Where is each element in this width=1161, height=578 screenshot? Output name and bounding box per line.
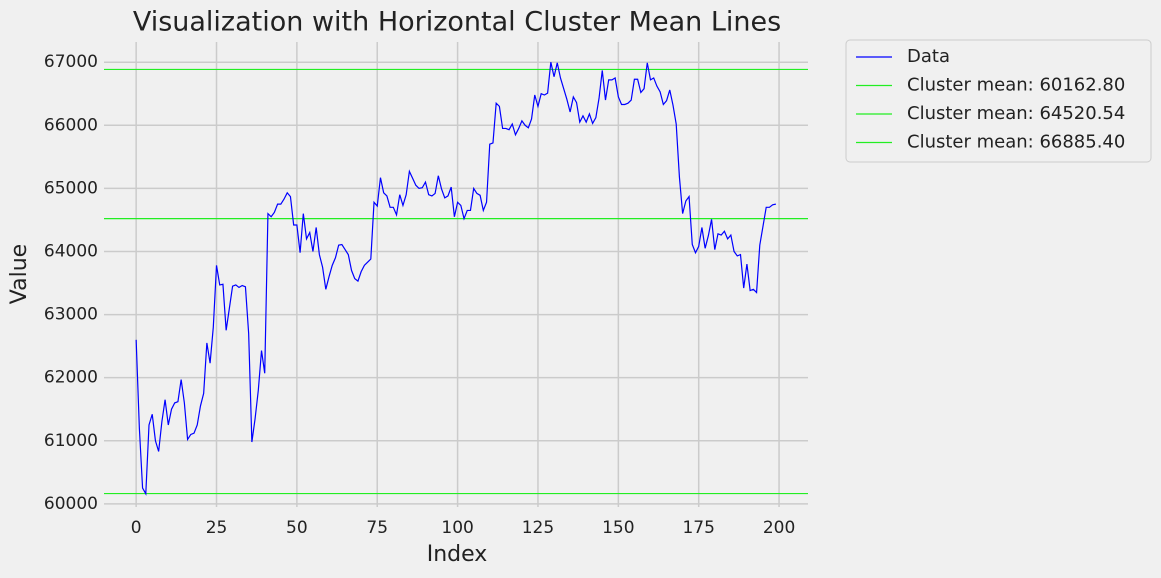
legend-label: Data — [907, 46, 950, 67]
legend-box — [845, 39, 1152, 163]
x-tick-label: 175 — [682, 518, 714, 538]
x-tick-label: 0 — [131, 518, 142, 538]
y-tick-label: 64000 — [44, 241, 98, 261]
chart-title: Visualization with Horizontal Cluster Me… — [133, 7, 781, 38]
legend-label: Cluster mean: 64520.54 — [907, 103, 1125, 124]
data-line — [135, 62, 776, 496]
legend-label: Cluster mean: 60162.80 — [907, 75, 1125, 96]
y-tick-label: 61000 — [44, 431, 98, 451]
x-axis-label: Index — [427, 542, 488, 567]
y-tick-label: 63000 — [44, 305, 98, 325]
y-tick-label: 62000 — [44, 368, 98, 388]
legend-label: Cluster mean: 66885.40 — [907, 132, 1125, 153]
x-tick-label: 200 — [763, 518, 795, 538]
x-tick-label: 25 — [206, 518, 228, 538]
y-tick-label: 66000 — [44, 115, 98, 135]
x-tick-label: 125 — [522, 518, 554, 538]
y-tick-label: 65000 — [44, 178, 98, 198]
y-axis-label: Value — [7, 244, 32, 304]
x-tick-label: 150 — [602, 518, 634, 538]
y-tick-label: 60000 — [44, 494, 98, 514]
x-tick-label: 50 — [286, 518, 308, 538]
x-tick-label: 75 — [366, 518, 388, 538]
x-tick-label: 100 — [441, 518, 473, 538]
y-tick-label: 67000 — [44, 52, 98, 72]
